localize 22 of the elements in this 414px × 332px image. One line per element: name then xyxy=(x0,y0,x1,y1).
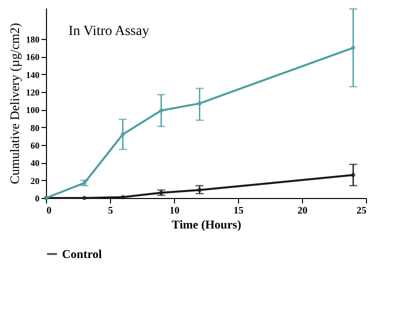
y-axis-title: Cumulative Delivery (µg/cm2) xyxy=(7,22,22,184)
text: In Vitro Assay xyxy=(68,24,150,39)
point xyxy=(82,196,87,200)
y-tick-label: 0 xyxy=(35,194,40,204)
y-tick-label: 100 xyxy=(26,105,40,116)
legend-label: Control xyxy=(62,247,102,261)
y-tick-label: 160 xyxy=(26,52,40,62)
y-tick-label: 180 xyxy=(26,34,40,44)
x-tick-label: 5 xyxy=(108,206,113,216)
y-tick-label: 60 xyxy=(30,140,40,150)
y-tick-label: 40 xyxy=(30,158,40,168)
x-tick-label: 25 xyxy=(356,206,366,216)
x-tick-label: 0 xyxy=(46,206,52,216)
y-tick-label: 20 xyxy=(30,176,40,186)
x-tick-label: 10 xyxy=(170,206,180,216)
point xyxy=(120,195,125,200)
x-tick-label: 20 xyxy=(298,206,308,216)
y-tick-label: 80 xyxy=(30,122,40,133)
y-tick-label: 120 xyxy=(26,87,40,98)
x-axis-title: Time (Hours) xyxy=(172,218,242,232)
x-tick-label: 15 xyxy=(234,206,244,216)
y-tick-label: 140 xyxy=(26,70,40,80)
